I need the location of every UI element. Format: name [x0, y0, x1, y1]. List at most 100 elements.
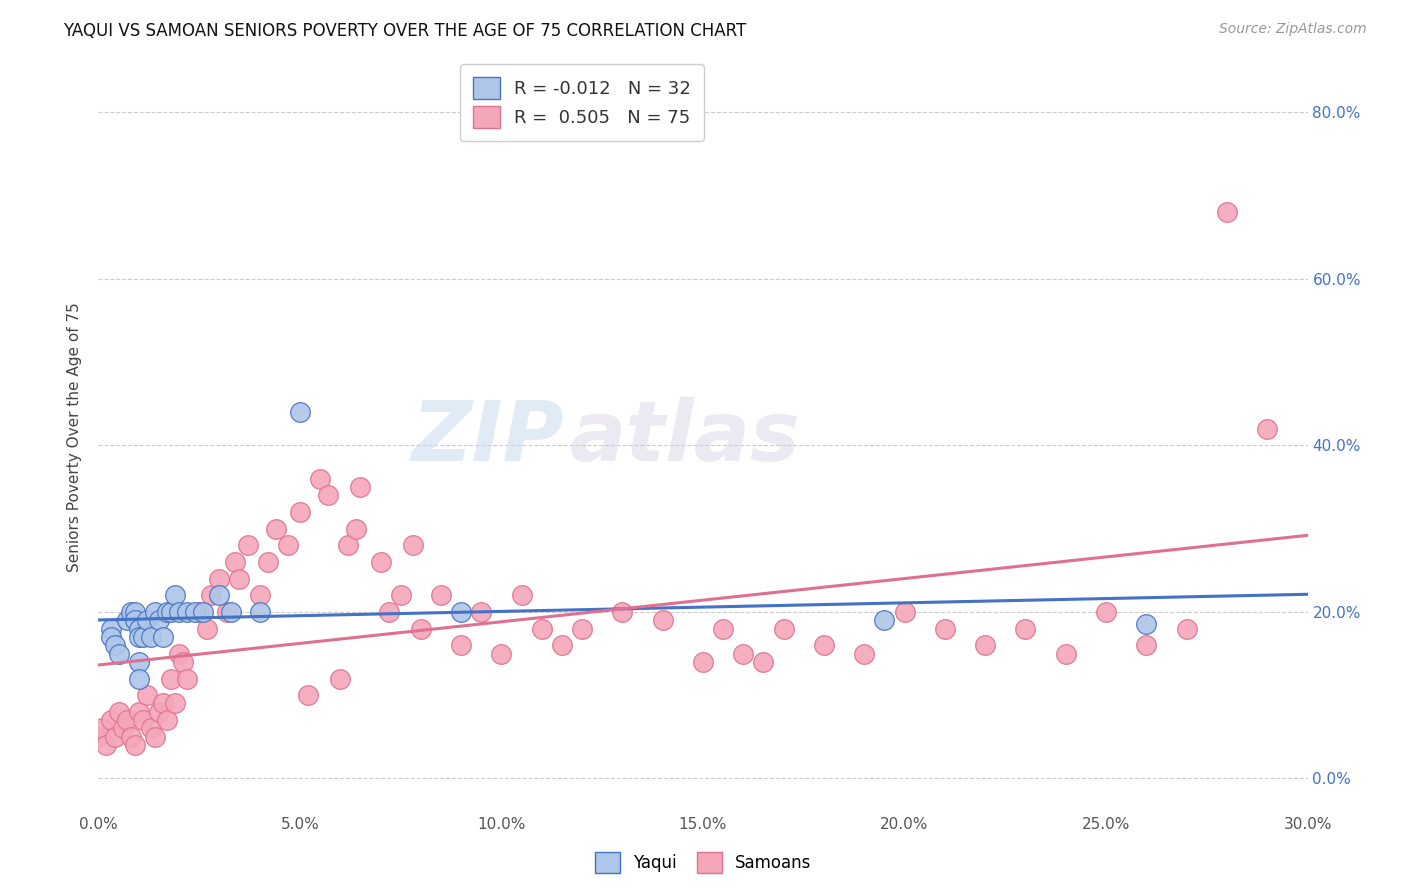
Point — [264, 522, 287, 536]
Point — [1216, 205, 1239, 219]
Legend: R = -0.012   N = 32, R =  0.505   N = 75: R = -0.012 N = 32, R = 0.505 N = 75 — [460, 64, 704, 141]
Point — [329, 672, 352, 686]
Point — [873, 613, 896, 627]
Text: Source: ZipAtlas.com: Source: ZipAtlas.com — [1219, 22, 1367, 37]
Point — [124, 605, 146, 619]
Text: atlas: atlas — [569, 397, 800, 477]
Point — [402, 538, 425, 552]
Point — [1135, 617, 1157, 632]
Point — [337, 538, 360, 552]
Point — [163, 588, 186, 602]
Point — [148, 705, 170, 719]
Point — [692, 655, 714, 669]
Point — [288, 405, 311, 419]
Point — [349, 480, 371, 494]
Point — [152, 630, 174, 644]
Point — [115, 713, 138, 727]
Point — [344, 522, 367, 536]
Point — [143, 730, 166, 744]
Point — [132, 630, 155, 644]
Point — [612, 605, 634, 619]
Point — [1054, 647, 1077, 661]
Point — [167, 647, 190, 661]
Point — [530, 622, 553, 636]
Point — [389, 588, 412, 602]
Point — [551, 638, 574, 652]
Point — [128, 622, 150, 636]
Point — [256, 555, 278, 569]
Point — [195, 622, 218, 636]
Point — [224, 555, 246, 569]
Point — [288, 505, 311, 519]
Point — [107, 705, 129, 719]
Text: YAQUI VS SAMOAN SENIORS POVERTY OVER THE AGE OF 75 CORRELATION CHART: YAQUI VS SAMOAN SENIORS POVERTY OVER THE… — [63, 22, 747, 40]
Point — [176, 605, 198, 619]
Point — [1175, 622, 1198, 636]
Point — [152, 697, 174, 711]
Point — [370, 555, 392, 569]
Point — [733, 647, 755, 661]
Point — [377, 605, 399, 619]
Point — [139, 722, 162, 736]
Point — [430, 588, 453, 602]
Point — [163, 697, 186, 711]
Point — [208, 572, 231, 586]
Point — [120, 730, 142, 744]
Point — [143, 605, 166, 619]
Text: ZIP: ZIP — [412, 397, 564, 477]
Point — [139, 630, 162, 644]
Point — [772, 622, 794, 636]
Point — [184, 605, 207, 619]
Point — [450, 605, 472, 619]
Y-axis label: Seniors Poverty Over the Age of 75: Seniors Poverty Over the Age of 75 — [67, 302, 83, 572]
Point — [208, 588, 231, 602]
Point — [711, 622, 734, 636]
Point — [124, 738, 146, 752]
Point — [96, 738, 118, 752]
Point — [128, 672, 150, 686]
Point — [752, 655, 775, 669]
Point — [217, 605, 239, 619]
Point — [167, 605, 190, 619]
Point — [148, 613, 170, 627]
Legend: Yaqui, Samoans: Yaqui, Samoans — [588, 846, 818, 880]
Point — [1135, 638, 1157, 652]
Point — [228, 572, 250, 586]
Point — [115, 613, 138, 627]
Point — [813, 638, 835, 652]
Point — [193, 605, 215, 619]
Point — [100, 630, 122, 644]
Point — [277, 538, 299, 552]
Point — [450, 638, 472, 652]
Point — [316, 488, 339, 502]
Point — [172, 655, 194, 669]
Point — [103, 730, 125, 744]
Point — [188, 605, 211, 619]
Point — [491, 647, 513, 661]
Point — [571, 622, 593, 636]
Point — [128, 630, 150, 644]
Point — [156, 713, 179, 727]
Point — [135, 613, 157, 627]
Point — [1014, 622, 1036, 636]
Point — [176, 672, 198, 686]
Point — [160, 605, 183, 619]
Point — [470, 605, 492, 619]
Point — [100, 622, 122, 636]
Point — [1256, 422, 1278, 436]
Point — [100, 713, 122, 727]
Point — [128, 655, 150, 669]
Point — [510, 588, 533, 602]
Point — [853, 647, 876, 661]
Point — [1095, 605, 1118, 619]
Point — [120, 605, 142, 619]
Point — [974, 638, 997, 652]
Point — [297, 688, 319, 702]
Point — [409, 622, 432, 636]
Point — [309, 472, 332, 486]
Point — [87, 730, 110, 744]
Point — [249, 605, 271, 619]
Point — [124, 613, 146, 627]
Point — [135, 688, 157, 702]
Point — [221, 605, 243, 619]
